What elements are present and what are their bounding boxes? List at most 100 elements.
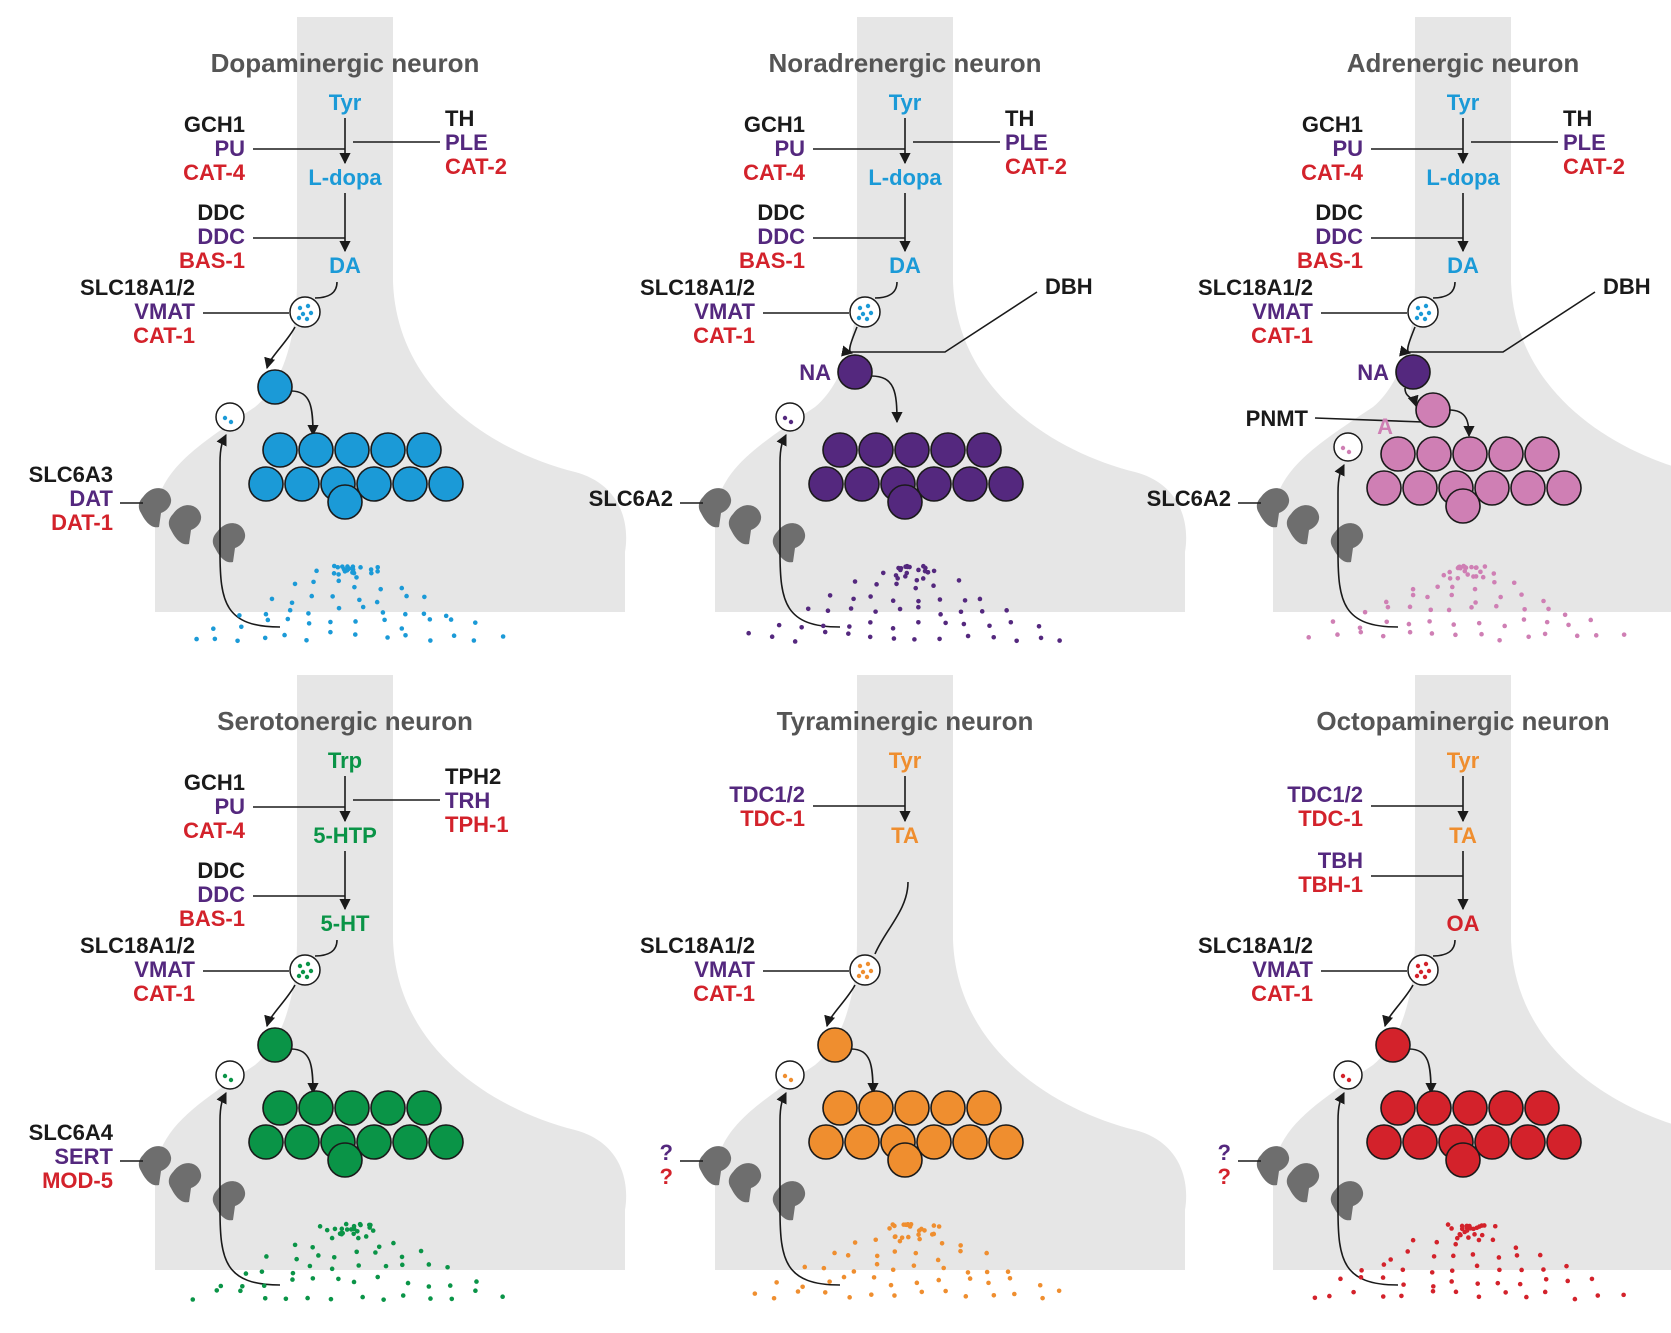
released-transmitter bbox=[1385, 604, 1391, 610]
released-transmitter bbox=[820, 623, 826, 629]
released-transmitter bbox=[931, 568, 937, 574]
released-transmitter bbox=[941, 1265, 947, 1271]
released-transmitter bbox=[421, 611, 427, 617]
enzyme-label: MOD-5 bbox=[42, 1168, 113, 1193]
released-transmitter bbox=[893, 1234, 898, 1239]
released-transmitter bbox=[1400, 1267, 1406, 1273]
released-transmitter bbox=[913, 1250, 919, 1256]
uptake-arrow bbox=[314, 939, 338, 957]
released-transmitter bbox=[967, 1276, 973, 1281]
released-transmitter bbox=[1399, 1293, 1404, 1299]
released-transmitter bbox=[958, 609, 964, 615]
released-transmitter bbox=[1455, 565, 1461, 571]
released-transmitter bbox=[352, 632, 358, 637]
released-transmitter bbox=[1450, 584, 1455, 590]
recycled-vesicle bbox=[1333, 432, 1363, 462]
enzyme-label: BAS-1 bbox=[739, 248, 805, 273]
released-transmitter bbox=[1429, 1270, 1435, 1275]
released-transmitter bbox=[1351, 1289, 1356, 1295]
released-transmitter bbox=[852, 1240, 858, 1245]
transmitter-dot bbox=[1426, 310, 1432, 316]
released-transmitter bbox=[890, 598, 896, 604]
released-transmitter bbox=[991, 634, 997, 640]
metabolite-label: NA bbox=[1357, 360, 1389, 385]
enzyme-label: DAT-1 bbox=[51, 510, 113, 535]
released-transmitter bbox=[328, 629, 333, 635]
released-transmitter bbox=[328, 1296, 334, 1302]
released-transmitter bbox=[1449, 1279, 1454, 1284]
released-transmitter bbox=[1435, 584, 1440, 590]
released-transmitter bbox=[906, 1234, 911, 1240]
synaptic-vesicle bbox=[858, 1090, 894, 1126]
released-transmitter bbox=[869, 1292, 874, 1297]
released-transmitter bbox=[771, 1295, 777, 1301]
transporter-icon bbox=[168, 1163, 202, 1203]
released-transmitter bbox=[1312, 1295, 1318, 1301]
released-transmitter bbox=[331, 563, 337, 569]
transporter-icon bbox=[698, 488, 732, 528]
released-transmitter bbox=[931, 1231, 937, 1237]
enzyme-label: CAT-1 bbox=[1251, 981, 1313, 1006]
released-transmitter bbox=[1381, 1262, 1387, 1267]
released-transmitter bbox=[235, 638, 240, 644]
released-transmitter bbox=[925, 569, 931, 575]
released-transmitter bbox=[1476, 1294, 1482, 1300]
released-transmitter bbox=[1466, 1235, 1471, 1240]
released-transmitter bbox=[913, 585, 919, 591]
transmitter-dot bbox=[860, 969, 866, 975]
synaptic-vesicle bbox=[988, 1124, 1024, 1160]
released-transmitter bbox=[1495, 1280, 1501, 1286]
panel-title: Octopaminergic neuron bbox=[1316, 706, 1609, 736]
transmitter-dot bbox=[856, 315, 862, 321]
transporter-icon bbox=[212, 1181, 246, 1221]
release-arrow bbox=[1448, 409, 1475, 438]
transmitter-dot bbox=[857, 305, 863, 311]
released-transmitter bbox=[336, 572, 341, 577]
released-transmitter bbox=[1503, 1290, 1508, 1295]
released-transmitter bbox=[285, 616, 291, 622]
enzyme-label: ? bbox=[1218, 1140, 1231, 1165]
released-transmitter bbox=[282, 632, 287, 638]
released-transmitter bbox=[1621, 632, 1627, 637]
enzyme-label: SLC18A1/2 bbox=[80, 275, 195, 300]
enzyme-label: TH bbox=[1563, 106, 1592, 131]
synaptic-vesicle bbox=[248, 466, 284, 502]
released-transmitter bbox=[894, 581, 899, 587]
released-transmitter bbox=[1358, 629, 1364, 635]
transmitter-dot bbox=[1346, 449, 1352, 455]
enzyme-label: BAS-1 bbox=[179, 248, 245, 273]
transmitter-dot bbox=[1414, 973, 1420, 979]
released-transmitter bbox=[916, 598, 921, 604]
synaptic-vesicle bbox=[822, 432, 858, 468]
released-transmitter bbox=[917, 1236, 922, 1242]
recycled-vesicle bbox=[775, 402, 805, 432]
released-transmitter bbox=[1496, 1255, 1502, 1260]
filled-vesicle bbox=[837, 354, 873, 390]
released-transmitter bbox=[403, 632, 408, 638]
synaptic-vesicle bbox=[298, 432, 334, 468]
released-transmitter bbox=[292, 581, 298, 587]
released-transmitter bbox=[1451, 622, 1457, 627]
transport-arrow bbox=[264, 326, 296, 370]
released-transmitter bbox=[979, 609, 985, 614]
synaptic-vesicle bbox=[428, 466, 464, 502]
released-transmitter bbox=[800, 1284, 805, 1290]
released-transmitter bbox=[1542, 631, 1548, 637]
released-transmitter bbox=[330, 594, 335, 599]
synaptic-vesicle bbox=[262, 1090, 298, 1126]
transmitter-dot bbox=[304, 316, 310, 322]
released-transmitter bbox=[987, 623, 992, 629]
released-transmitter bbox=[832, 1250, 837, 1256]
enzyme-label: TPH2 bbox=[445, 764, 501, 789]
transport-arrow bbox=[264, 984, 296, 1028]
neuron-body bbox=[715, 675, 1187, 1270]
metabolite-label: 5-HT bbox=[321, 911, 370, 936]
released-transmitter bbox=[912, 637, 917, 642]
released-transmitter bbox=[1478, 569, 1483, 575]
released-transmitter bbox=[908, 1221, 914, 1227]
released-transmitter bbox=[1405, 1249, 1411, 1254]
transmitter-dot bbox=[228, 419, 234, 425]
enzyme-label: DDC bbox=[197, 224, 245, 249]
released-transmitter bbox=[795, 1289, 801, 1294]
transporter-icon bbox=[1256, 1146, 1290, 1186]
